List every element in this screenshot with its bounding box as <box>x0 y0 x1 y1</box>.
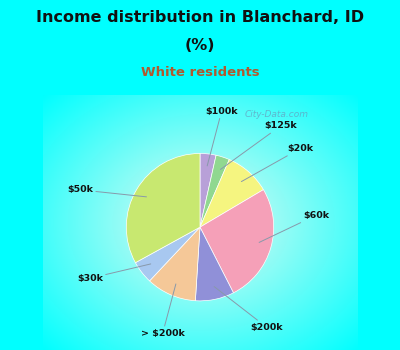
Text: $50k: $50k <box>67 185 146 197</box>
Text: City-Data.com: City-Data.com <box>245 110 309 119</box>
Wedge shape <box>126 153 200 262</box>
Wedge shape <box>195 227 234 301</box>
Text: $125k: $125k <box>220 121 297 169</box>
Text: $20k: $20k <box>242 144 313 182</box>
Text: $30k: $30k <box>77 264 151 283</box>
Wedge shape <box>200 160 264 227</box>
Text: Income distribution in Blanchard, ID: Income distribution in Blanchard, ID <box>36 10 364 26</box>
Wedge shape <box>136 227 200 281</box>
Wedge shape <box>200 155 229 227</box>
Wedge shape <box>150 227 200 301</box>
Wedge shape <box>200 190 274 293</box>
Text: $200k: $200k <box>214 287 283 332</box>
Wedge shape <box>200 153 216 227</box>
Text: > $200k: > $200k <box>141 284 184 338</box>
Text: $60k: $60k <box>259 211 329 243</box>
Text: (%): (%) <box>185 38 215 54</box>
Text: $100k: $100k <box>205 107 238 166</box>
Text: White residents: White residents <box>141 66 259 79</box>
